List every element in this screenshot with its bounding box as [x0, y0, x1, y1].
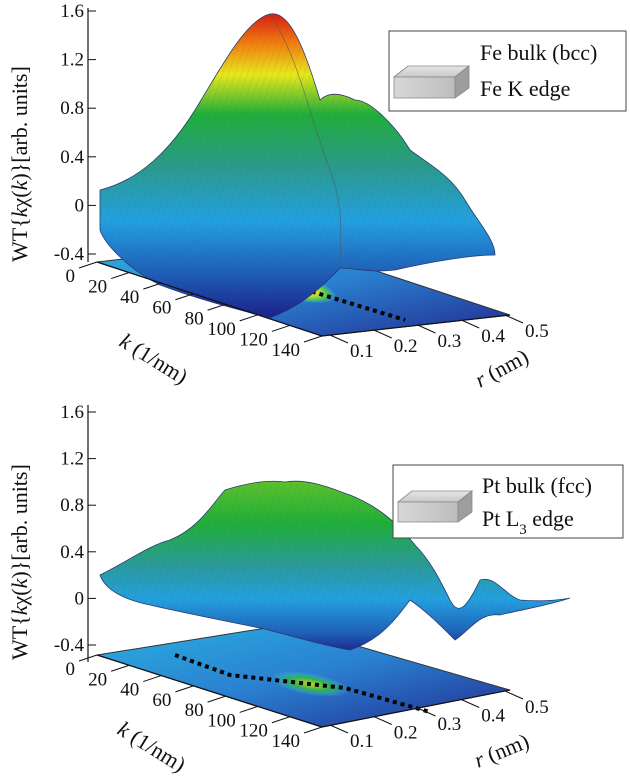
k-tick [271, 716, 291, 724]
z-axis-title: WT{kχ(k)}[arb. units] [7, 464, 32, 660]
ridge-dotted-line [174, 653, 431, 714]
k-tick-label: 80 [185, 700, 204, 721]
z-tick-label: 0 [75, 588, 85, 609]
r-tick [329, 724, 349, 734]
k-tick [271, 324, 291, 332]
k-tick-label: 40 [120, 287, 139, 308]
k-tick-label: 80 [185, 308, 204, 329]
z-tick-label: 1.2 [60, 50, 84, 71]
z-tick-label: 1.2 [60, 449, 84, 470]
k-tick-label: 60 [152, 298, 171, 319]
k-axis-line [96, 654, 323, 728]
k-tick [110, 272, 130, 280]
r-tick-label: 0.5 [525, 697, 549, 718]
k-tick [175, 685, 194, 693]
r-axis-line [321, 314, 511, 337]
k-tick-label: 0 [66, 659, 76, 680]
r-tick-label: 0.2 [394, 336, 418, 357]
r-tick-label: 0.1 [350, 731, 374, 752]
z-tick-label: -0.4 [54, 635, 85, 656]
legend-line-2: Fe K edge [480, 76, 570, 101]
r-tick-label: 0.3 [438, 714, 462, 735]
surface-ridge [269, 13, 342, 269]
k-tick-label: 140 [272, 340, 301, 361]
k-tick [207, 695, 226, 703]
r-tick [329, 334, 349, 344]
r-axis-title: r (nm) [471, 344, 533, 393]
r-tick-label: 0.1 [350, 341, 374, 362]
k-tick [303, 726, 323, 734]
k-tick-label: 0 [66, 266, 76, 287]
k-tick [207, 303, 226, 311]
z-tick-label: 0.4 [60, 147, 84, 168]
k-tick [303, 335, 323, 343]
k-axis-title: k (1/nm) [113, 716, 190, 777]
k-tick-label: 60 [152, 690, 171, 711]
k-tick [175, 293, 194, 301]
legend-line-1: Fe bulk (bcc) [480, 40, 597, 65]
r-tick-label: 0.4 [481, 706, 505, 727]
r-tick [373, 329, 392, 339]
k-tick-label: 20 [88, 669, 107, 690]
z-tick-label: 1.6 [60, 402, 84, 423]
r-tick [417, 324, 436, 334]
legend-line-2: Pt L3 edge [482, 506, 574, 538]
legend: Fe bulk (bcc) Fe K edge [388, 30, 627, 112]
z-tick-label: -0.4 [54, 244, 85, 265]
r-tick-label: 0.5 [525, 321, 549, 342]
k-tick-label: 120 [239, 329, 268, 350]
k-tick [143, 675, 162, 683]
k-tick [78, 654, 98, 662]
k-tick [239, 705, 258, 713]
k-tick [143, 282, 162, 290]
r-tick-label: 0.3 [438, 331, 462, 352]
k-axis-title: k (1/nm) [115, 328, 192, 389]
z-tick-label: 1.6 [60, 1, 84, 22]
z-axis-title: WT{kχ(k)}[arb. units] [7, 66, 32, 262]
legend-line-1: Pt bulk (fcc) [482, 473, 592, 498]
k-axis-line [96, 261, 323, 337]
k-tick-label: 40 [120, 680, 139, 701]
box-icon [392, 65, 471, 99]
r-tick [461, 319, 480, 329]
surface-mesh [100, 13, 495, 318]
k-tick-label: 100 [207, 710, 236, 731]
r-tick-label: 0.4 [481, 326, 505, 347]
z-tick-label: 0.8 [60, 98, 84, 119]
k-tick-label: 120 [239, 721, 268, 742]
r-tick [417, 707, 436, 717]
r-tick [504, 690, 524, 700]
r-axis-line [321, 689, 511, 728]
legend: Pt bulk (fcc) Pt L3 edge [392, 464, 624, 539]
z-tick-label: 0.4 [60, 542, 84, 563]
r-axis-title: r (nm) [471, 728, 533, 772]
z-tick-label: 0 [75, 195, 85, 216]
r-tick-label: 0.2 [394, 723, 418, 744]
r-tick [373, 716, 392, 725]
k-tick [78, 261, 98, 269]
panel-pt: 1.6 1.2 0.8 0.4 0 -0.4 0 20 40 60 80 100 120 140 0.1 0.… [7, 402, 624, 777]
k-tick-label: 20 [88, 277, 107, 298]
box-icon [396, 490, 474, 523]
k-tick-label: 140 [272, 731, 301, 752]
r-tick [504, 314, 524, 324]
k-tick-label: 100 [207, 319, 236, 340]
surface-mesh [100, 481, 570, 650]
k-tick [239, 314, 258, 322]
k-tick [110, 664, 130, 672]
z-tick-label: 0.8 [60, 495, 84, 516]
r-tick [461, 699, 480, 708]
